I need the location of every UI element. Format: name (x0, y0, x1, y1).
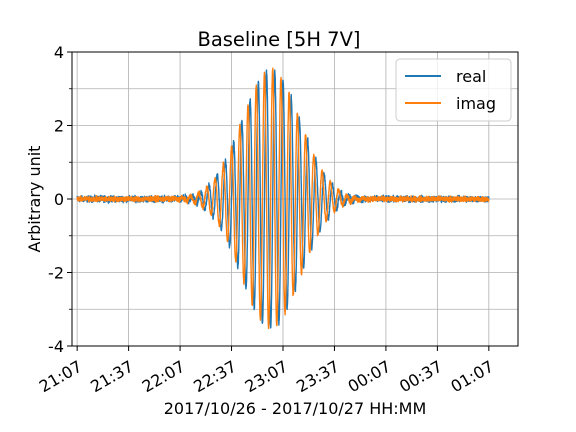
y-axis: -4 -2 0 2 4 (48, 43, 72, 356)
series-line-imag (76, 67, 490, 330)
legend: real imag (395, 58, 512, 122)
y-tick-label: 4 (54, 43, 64, 62)
y-tick-label: 2 (54, 117, 64, 136)
chart-title: Baseline [5H 7V] (197, 28, 360, 51)
series-layer (76, 67, 490, 330)
y-tick-label: -2 (48, 264, 64, 283)
legend-box (395, 58, 512, 122)
y-tick-label: 0 (54, 190, 64, 209)
x-axis-label: 2017/10/26 - 2017/10/27 HH:MM (164, 399, 427, 418)
legend-label-imag: imag (456, 94, 496, 113)
y-axis-label: Arbitrary unit (25, 146, 44, 253)
y-tick-label: -4 (48, 337, 64, 356)
legend-label-real: real (456, 67, 486, 86)
